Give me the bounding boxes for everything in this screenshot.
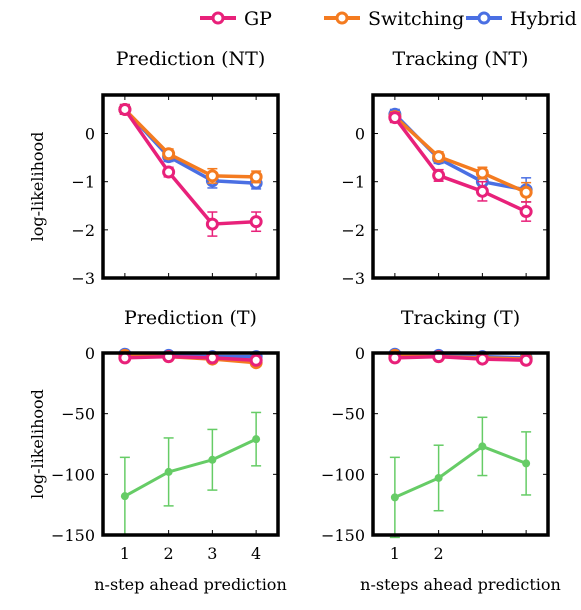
series-line bbox=[393, 115, 527, 194]
x-tick-label: 1 bbox=[390, 544, 400, 563]
panel-prediction-t: Prediction (T) 0 −50 −100 −150 1 2 3 4 log-likeli… bbox=[28, 307, 287, 594]
series-true-model bbox=[119, 411, 262, 536]
data-point bbox=[432, 168, 446, 182]
y-tick-label: 0 bbox=[355, 125, 365, 144]
data-point bbox=[434, 473, 443, 482]
x-tick-label: 2 bbox=[164, 544, 174, 563]
series-gp bbox=[388, 111, 533, 222]
y-axis-label: log-likelihood bbox=[28, 132, 47, 242]
legend-entry-hybrid: Hybrid bbox=[466, 8, 577, 30]
series-gp bbox=[388, 350, 533, 367]
series-switching bbox=[118, 102, 263, 184]
data-point bbox=[252, 435, 261, 444]
data-point bbox=[519, 205, 533, 219]
series-true-model bbox=[389, 416, 532, 539]
data-point bbox=[205, 217, 219, 231]
panel-tracking-nt: Tracking (NT) 0 −1 −2 −3 bbox=[341, 48, 550, 288]
y-tick-label: −3 bbox=[341, 269, 365, 288]
legend-label: Hybrid bbox=[510, 8, 577, 30]
data-point bbox=[432, 150, 446, 164]
legend-marker bbox=[335, 11, 349, 25]
series-gp bbox=[118, 102, 263, 237]
y-tick-label: −50 bbox=[61, 405, 95, 424]
data-point bbox=[249, 215, 263, 229]
series-gp bbox=[118, 350, 263, 367]
legend-entry-switching: Switching bbox=[324, 8, 464, 30]
data-point bbox=[205, 169, 219, 183]
x-axis-label: n-steps ahead prediction bbox=[360, 575, 561, 594]
data-point bbox=[164, 467, 173, 476]
plot-frame bbox=[101, 351, 280, 537]
data-point bbox=[522, 459, 531, 468]
data-point bbox=[475, 352, 489, 366]
chart-panels: Prediction (NT) 0 −1 −2 −3 log-likelihood Trac… bbox=[28, 48, 561, 594]
data-point bbox=[390, 493, 399, 502]
series-line bbox=[124, 437, 257, 498]
y-tick-label: 0 bbox=[355, 344, 365, 363]
data-point bbox=[475, 184, 489, 198]
series-line bbox=[123, 108, 257, 226]
data-point bbox=[478, 442, 487, 451]
y-tick-label: −1 bbox=[71, 173, 95, 192]
x-tick-label: 4 bbox=[251, 544, 261, 563]
y-tick-label: −100 bbox=[51, 465, 95, 484]
panel-title: Prediction (T) bbox=[124, 307, 257, 329]
data-point bbox=[118, 102, 132, 116]
panel-title: Tracking (T) bbox=[401, 307, 520, 329]
plot-frame bbox=[101, 93, 280, 280]
series-line bbox=[393, 116, 527, 214]
plot-frame bbox=[371, 93, 550, 280]
x-tick-label: 2 bbox=[434, 544, 444, 563]
legend-marker bbox=[477, 11, 491, 25]
legend-label: Switching bbox=[368, 8, 464, 30]
panel-title: Prediction (NT) bbox=[116, 48, 266, 70]
series-line bbox=[394, 354, 527, 363]
series-hybrid bbox=[388, 107, 533, 203]
data-point bbox=[162, 147, 176, 161]
y-tick-label: −150 bbox=[321, 526, 365, 545]
data-point bbox=[249, 170, 263, 184]
data-point bbox=[388, 111, 402, 125]
legend-entry-gp: GP bbox=[200, 8, 272, 30]
series-line bbox=[393, 113, 527, 192]
data-point bbox=[120, 492, 129, 501]
x-axis-label: n-step ahead prediction bbox=[94, 575, 287, 594]
y-tick-label: −100 bbox=[321, 465, 365, 484]
series-line bbox=[123, 108, 257, 185]
data-point bbox=[162, 165, 176, 179]
y-tick-label: −3 bbox=[71, 269, 95, 288]
y-tick-label: 0 bbox=[85, 125, 95, 144]
legend-label: GP bbox=[244, 8, 272, 30]
data-point bbox=[208, 455, 217, 464]
y-tick-label: 0 bbox=[85, 344, 95, 363]
panel-tracking-t: Tracking (T) 0 −50 −100 −150 1 2 n-steps ahead … bbox=[321, 307, 561, 594]
legend-marker bbox=[211, 11, 225, 25]
y-tick-label: −2 bbox=[341, 221, 365, 240]
series-line bbox=[124, 354, 257, 363]
y-tick-label: −150 bbox=[51, 526, 95, 545]
y-axis-label: log-likelihood bbox=[28, 389, 47, 499]
series-line bbox=[394, 444, 527, 499]
panel-prediction-nt: Prediction (NT) 0 −1 −2 −3 log-likelihood bbox=[28, 48, 280, 288]
y-tick-label: −2 bbox=[71, 221, 95, 240]
y-tick-label: −1 bbox=[341, 173, 365, 192]
plot-frame bbox=[371, 351, 550, 537]
panel-title: Tracking (NT) bbox=[393, 48, 529, 70]
data-point bbox=[519, 185, 533, 199]
x-tick-label: 3 bbox=[207, 544, 217, 563]
series-line bbox=[123, 108, 257, 179]
data-point bbox=[519, 353, 533, 367]
x-tick-label: 1 bbox=[120, 544, 130, 563]
legend: GP Switching Hybrid bbox=[200, 8, 577, 30]
data-point bbox=[475, 166, 489, 180]
data-point bbox=[249, 353, 263, 367]
y-tick-label: −50 bbox=[331, 405, 365, 424]
